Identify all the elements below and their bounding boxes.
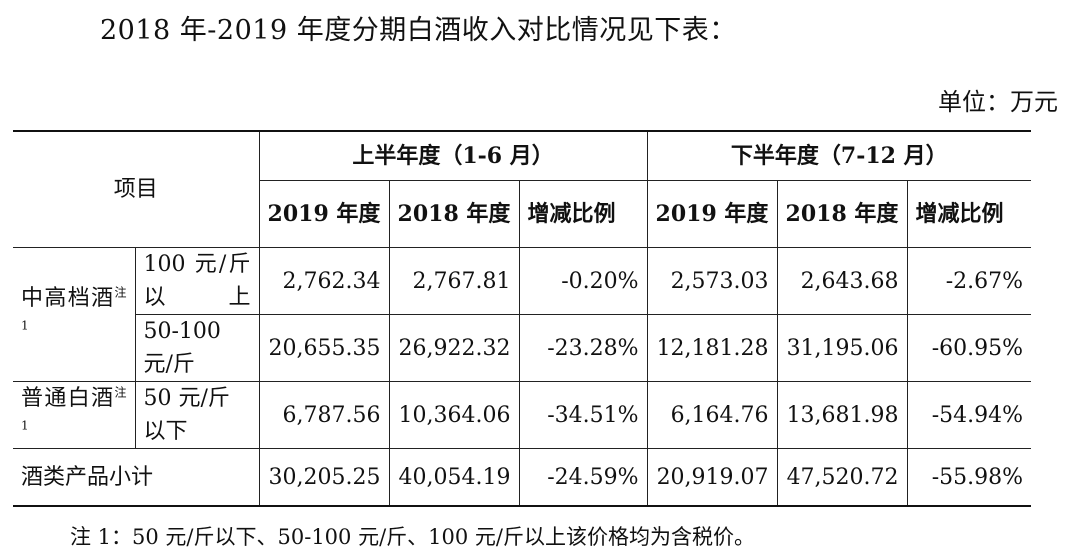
col-header: 2018 年度 xyxy=(776,180,908,248)
value-cell: 31,195.06 xyxy=(776,314,908,382)
col-header: 2019 年度 xyxy=(646,180,778,248)
value-cell: 6,787.56 xyxy=(258,381,390,449)
value-cell: -60.95% xyxy=(906,314,1032,382)
col-header: 增减比例 xyxy=(906,180,1032,248)
category-label: 中高档酒注 1 xyxy=(21,285,127,333)
unit-label: 单位：万元 xyxy=(938,88,1058,116)
revenue-comparison-table: 项目 上半年度（1-6 月） 下半年度（7-12 月） 2019 年度 2018… xyxy=(13,130,1032,507)
value-cell: 13,681.98 xyxy=(776,381,908,449)
subcategory-cell: 100 元/斤以上 xyxy=(134,247,260,315)
table-row: 50-100 元/斤 20,655.35 26,922.32 -23.28% 1… xyxy=(13,314,1032,382)
value-cell: 30,205.25 xyxy=(258,448,390,507)
group-header-h1: 上半年度（1-6 月） xyxy=(258,130,648,181)
subcategory-cell: 50-100 元/斤 xyxy=(134,314,260,382)
subcategory-cell: 50 元/斤以下 xyxy=(134,381,260,449)
value-cell: -54.94% xyxy=(906,381,1032,449)
value-cell: 10,364.06 xyxy=(388,381,520,449)
value-cell: 47,520.72 xyxy=(776,448,908,507)
value-cell: -2.67% xyxy=(906,247,1032,315)
value-cell: -55.98% xyxy=(906,448,1032,507)
group-header-h2: 下半年度（7-12 月） xyxy=(646,130,1032,181)
total-label: 酒类产品小计 xyxy=(13,448,260,507)
value-cell: 2,643.68 xyxy=(776,247,908,315)
table-row-total: 酒类产品小计 30,205.25 40,054.19 -24.59% 20,91… xyxy=(13,448,1032,507)
value-cell: 2,573.03 xyxy=(646,247,778,315)
value-cell: 40,054.19 xyxy=(388,448,520,507)
value-cell: -24.59% xyxy=(518,448,648,507)
value-cell: 20,919.07 xyxy=(646,448,778,507)
value-cell: 12,181.28 xyxy=(646,314,778,382)
value-cell: 20,655.35 xyxy=(258,314,390,382)
project-header: 项目 xyxy=(13,130,260,248)
value-cell: -34.51% xyxy=(518,381,648,449)
col-header: 增减比例 xyxy=(518,180,648,248)
value-cell: 2,762.34 xyxy=(258,247,390,315)
note-mark: 注 1 xyxy=(21,285,127,333)
value-cell: 6,164.76 xyxy=(646,381,778,449)
category-cell: 普通白酒注 1 xyxy=(13,381,136,449)
value-cell: 2,767.81 xyxy=(388,247,520,315)
table-row: 中高档酒注 1 100 元/斤以上 2,762.34 2,767.81 -0.2… xyxy=(13,247,1032,382)
value-cell: -23.28% xyxy=(518,314,648,382)
footnote: 注 1：50 元/斤以下、50-100 元/斤、100 元/斤以上该价格均为含税… xyxy=(70,525,755,549)
col-header: 2019 年度 xyxy=(258,180,390,248)
note-mark: 注 1 xyxy=(21,385,127,433)
category-cell: 中高档酒注 1 xyxy=(13,247,136,382)
table-row: 普通白酒注 1 50 元/斤以下 6,787.56 10,364.06 -34.… xyxy=(13,381,1032,449)
col-header: 2018 年度 xyxy=(388,180,520,248)
page-heading: 2018 年-2019 年度分期白酒收入对比情况见下表： xyxy=(100,15,737,46)
value-cell: 26,922.32 xyxy=(388,314,520,382)
category-label: 普通白酒注 1 xyxy=(21,385,127,433)
value-cell: -0.20% xyxy=(518,247,648,315)
